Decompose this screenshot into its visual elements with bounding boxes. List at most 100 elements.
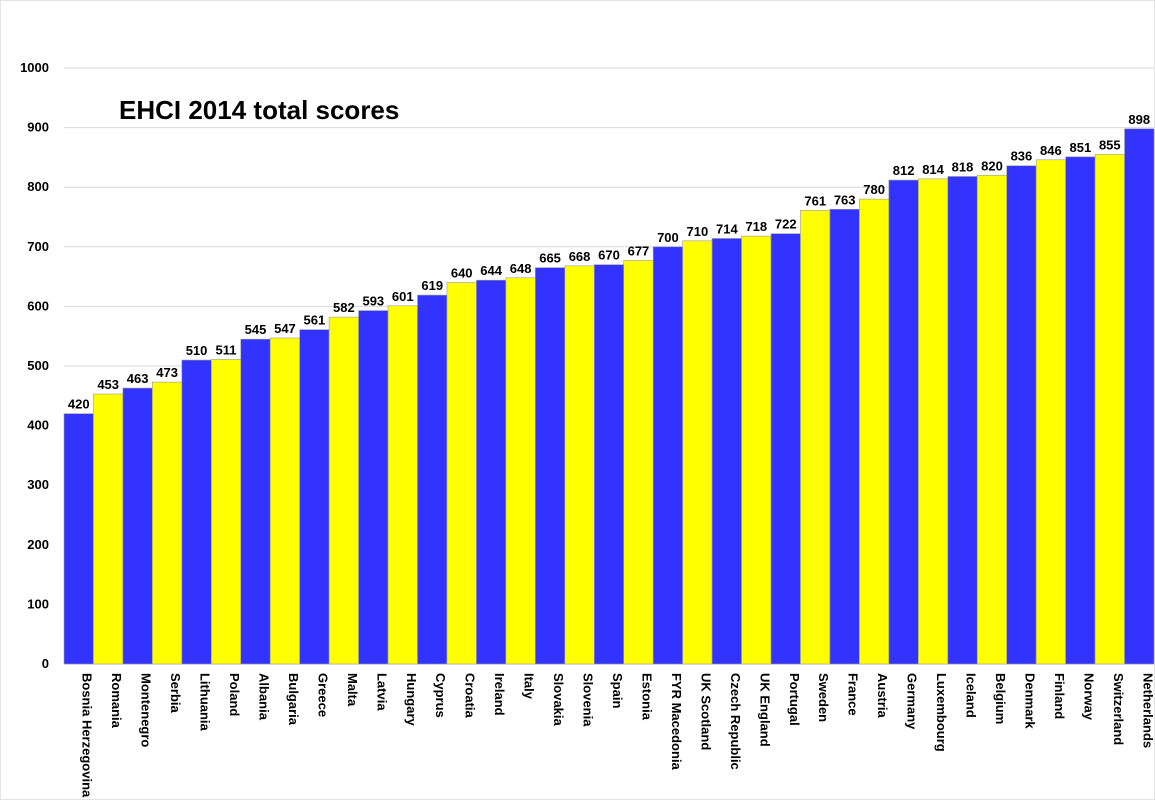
x-tick-label: Belgium	[993, 673, 1008, 724]
data-label: 820	[981, 158, 1003, 173]
bar	[800, 210, 831, 665]
data-label: 722	[775, 217, 797, 232]
x-tick-label: Germany	[905, 673, 920, 730]
bar	[93, 393, 124, 665]
x-tick-label: Norway	[1081, 673, 1096, 721]
x-tick-label: Austria	[875, 673, 890, 719]
bar	[829, 208, 860, 665]
data-label: 511	[216, 342, 237, 357]
bar	[240, 338, 271, 665]
y-tick-label: 100	[27, 596, 49, 611]
bar	[476, 279, 507, 665]
bar	[859, 198, 890, 665]
data-label: 851	[1069, 140, 1091, 155]
data-labels: 420 453 463 473 510 511 545 547 561 582 593 601 619 6…	[68, 112, 1150, 412]
y-tick-label: 700	[27, 239, 49, 254]
data-label: 898	[1128, 112, 1150, 127]
bar	[682, 240, 713, 665]
x-tick-label: Bulgaria	[286, 673, 301, 726]
bar	[358, 310, 389, 665]
data-label: 463	[127, 371, 149, 386]
y-tick-label: 300	[27, 477, 49, 492]
y-tick-label: 900	[27, 120, 49, 135]
data-label: 648	[510, 261, 532, 276]
x-tick-label: Hungary	[404, 673, 419, 727]
bar	[417, 294, 448, 665]
x-tick-label: Latvia	[374, 673, 389, 711]
x-tick-label: UK England	[757, 673, 772, 747]
y-tick-label: 800	[27, 179, 49, 194]
bar	[652, 246, 683, 665]
x-tick-label: France	[846, 673, 861, 716]
bar	[976, 174, 1008, 665]
data-label: 855	[1099, 137, 1121, 152]
y-tick-label: 400	[27, 418, 49, 433]
bar	[181, 359, 212, 665]
data-label: 473	[156, 365, 178, 380]
x-tick-label: Netherlands	[1140, 673, 1155, 748]
x-tick-label: Cyprus	[433, 673, 448, 718]
x-tick-label: Greece	[315, 673, 330, 717]
y-tick-label: 600	[27, 298, 49, 313]
data-label: 700	[657, 230, 679, 245]
bar	[269, 337, 300, 665]
data-label: 640	[451, 266, 473, 281]
x-tick-label: Croatia	[463, 673, 478, 719]
bar	[1124, 128, 1155, 665]
x-tick-label: Malta	[345, 673, 360, 707]
data-label: 710	[687, 224, 709, 239]
bar	[299, 329, 330, 665]
bar	[122, 387, 153, 665]
data-label: 453	[97, 377, 119, 392]
data-label: 561	[304, 313, 326, 328]
data-label: 593	[362, 294, 384, 309]
bar	[535, 267, 566, 665]
x-tick-label: FYR Macedonia	[669, 673, 684, 771]
x-tick-label: Albania	[256, 673, 271, 721]
data-label: 761	[804, 193, 826, 208]
bar	[593, 264, 625, 665]
x-tick-label: Czech Republic	[728, 673, 743, 770]
bar	[328, 316, 359, 665]
data-label: 714	[716, 221, 738, 236]
x-tick-label: Spain	[610, 673, 625, 708]
x-tick-label: Bosnia Herzegovina	[80, 673, 95, 798]
data-label: 582	[333, 300, 355, 315]
data-label: 665	[539, 251, 561, 266]
x-tick-label: Montenegro	[139, 673, 154, 747]
bar	[210, 359, 242, 665]
x-tick-label: Poland	[227, 673, 242, 716]
x-tick-label: Italy	[522, 673, 537, 700]
data-label: 547	[274, 321, 296, 336]
data-label: 763	[834, 192, 856, 207]
bars	[63, 128, 1155, 665]
bar	[446, 282, 477, 665]
bar	[947, 176, 978, 665]
x-tick-label: Slovenia	[581, 673, 596, 727]
data-label: 510	[186, 343, 208, 358]
y-axis-ticks: 0 100 200 300 400 500 600 700 800 900 1000	[20, 60, 49, 671]
y-tick-label: 0	[42, 656, 49, 671]
bar	[1065, 156, 1096, 665]
chart-title: EHCI 2014 total scores	[119, 95, 399, 125]
bar	[623, 260, 654, 665]
bar	[888, 179, 919, 665]
data-label: 644	[480, 263, 502, 278]
data-label: 670	[598, 248, 620, 263]
y-tick-label: 1000	[20, 60, 49, 75]
data-label: 818	[952, 159, 974, 174]
data-label: 718	[745, 219, 767, 234]
bar	[63, 413, 94, 665]
data-label: 420	[68, 397, 90, 412]
x-tick-label: Estonia	[639, 673, 654, 721]
x-axis-labels: Bosnia Herzegovina Romania Montenegro Serbi…	[80, 673, 1155, 798]
y-tick-label: 500	[27, 358, 49, 373]
data-label: 780	[863, 182, 885, 197]
x-tick-label: Romania	[109, 673, 124, 729]
x-tick-label: Iceland	[964, 673, 979, 718]
bar	[741, 235, 772, 665]
x-tick-label: Denmark	[1022, 673, 1037, 729]
bar	[152, 381, 183, 665]
